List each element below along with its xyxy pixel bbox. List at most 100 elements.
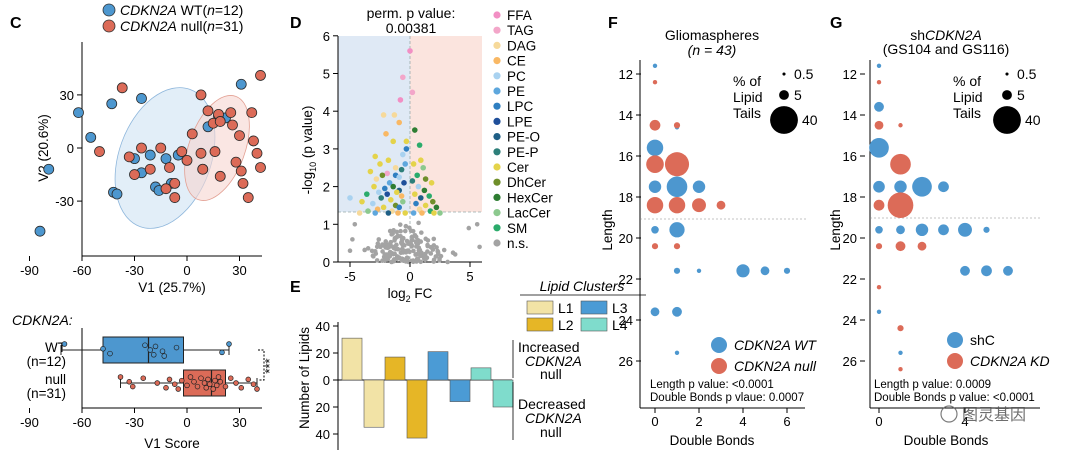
lipid-point xyxy=(407,48,413,54)
ns-lipid-point xyxy=(400,242,406,248)
panel-c-letter: C xyxy=(10,15,22,32)
ns-lipid-point xyxy=(376,237,382,242)
panel-f-subtitle: (n = 43) xyxy=(688,42,737,58)
x-tick-label: 5 xyxy=(466,269,473,284)
lipid-point xyxy=(396,119,403,126)
y-tick-label: 40 xyxy=(316,427,330,442)
lipid-class-legend: FFATAGDAGCEPCPELPCLPEPE-OPE-PCerDhCerHex… xyxy=(493,8,553,251)
null-sample-point xyxy=(181,154,193,166)
wt-sample-point xyxy=(34,225,46,237)
lipid-point xyxy=(367,168,374,175)
wt-bubble xyxy=(876,309,882,314)
ns-lipid-point xyxy=(369,248,375,254)
null-score-dot xyxy=(172,381,178,387)
panel-d-title: perm. p value: xyxy=(367,5,456,21)
panel-f-x-label: Double Bonds xyxy=(670,433,755,448)
wt-bubble xyxy=(669,222,685,238)
null-bubble xyxy=(646,196,664,214)
ns-lipid-point xyxy=(431,236,437,242)
null-sample-point xyxy=(169,177,181,189)
lipid-point xyxy=(364,191,370,197)
wt-sample-point xyxy=(73,107,84,118)
watermark-text: 图灵基因 xyxy=(962,406,1026,424)
legend-marker xyxy=(493,72,501,80)
null-bubble xyxy=(874,120,884,130)
lipid-point xyxy=(428,180,435,186)
panel-g: G shCDKN2A (GS104 and GS116) Length Doub… xyxy=(828,15,1050,448)
null-score-dot xyxy=(198,375,204,381)
null-bubble xyxy=(887,192,914,219)
y-tick-label: 18 xyxy=(619,190,633,205)
null-sample-point xyxy=(255,162,266,173)
null-sample-point xyxy=(248,135,259,147)
lipid-point xyxy=(371,183,377,190)
box-x-tick-label: -90 xyxy=(20,415,39,430)
watermark-icon xyxy=(940,405,958,423)
size-legend-label: 5 xyxy=(1017,87,1025,103)
wt-score-dot xyxy=(142,342,148,348)
wt-score-dot xyxy=(159,348,166,354)
wt-bubble xyxy=(898,350,903,355)
ns-lipid-point xyxy=(403,223,409,229)
x-tick-label: 4 xyxy=(961,414,968,429)
ns-lipid-point xyxy=(414,252,419,257)
null-sample-point xyxy=(242,192,254,203)
legend-null-marker xyxy=(102,19,116,33)
wt-score-dot xyxy=(161,353,168,359)
legend-marker xyxy=(493,41,501,50)
null-score-dot xyxy=(201,380,208,386)
ns-lipid-point xyxy=(393,235,398,241)
lipid-point xyxy=(395,210,401,216)
wt-bubble xyxy=(783,267,791,274)
null-score-dot xyxy=(194,383,201,390)
legend-wt-label: CDKN2A WT(n=12) xyxy=(120,2,243,18)
lipid-point xyxy=(390,183,397,190)
null-bubble xyxy=(876,285,882,290)
panel-d-letter: D xyxy=(290,15,302,32)
lipid-point xyxy=(437,210,443,216)
lipid-point xyxy=(426,193,433,199)
lipid-point xyxy=(422,176,429,182)
lipid-point xyxy=(418,195,424,201)
x-tick-label: -90 xyxy=(20,263,39,278)
null-score-dot xyxy=(117,374,124,380)
wt-bubble xyxy=(674,350,680,355)
null-sample-point xyxy=(176,146,188,157)
wt-sample-point xyxy=(106,98,118,110)
y-tick-label: 40 xyxy=(316,319,330,334)
panel-f-y-label: Length xyxy=(600,209,615,250)
y-tick-label: 3 xyxy=(323,142,330,157)
panel-f-legend-null-marker xyxy=(711,358,727,374)
ns-lipid-point xyxy=(431,259,437,264)
null-sample-point xyxy=(136,142,147,154)
ns-lipid-point xyxy=(430,247,436,252)
y-tick-label: 0 xyxy=(67,141,74,156)
x-tick-label: -30 xyxy=(125,263,144,278)
null-bubble xyxy=(890,153,911,175)
lipid-point xyxy=(416,142,423,148)
x-tick-label: -60 xyxy=(73,263,92,278)
null-bubble xyxy=(917,241,927,251)
lipid-point xyxy=(356,210,363,216)
null-score-dot xyxy=(238,385,245,391)
legend-marker xyxy=(493,11,501,19)
wt-bubble xyxy=(869,137,889,158)
null-score-dot xyxy=(233,380,239,386)
null-sample-point xyxy=(164,162,175,173)
legend-label-L3: L3 xyxy=(612,300,628,316)
legend-marker xyxy=(493,117,501,125)
panel-f-stat-length: Length p value: <0.0001 xyxy=(650,379,774,391)
lipid-point xyxy=(419,210,425,216)
null-score-dot xyxy=(203,385,210,391)
lipid-point xyxy=(420,164,427,171)
panel-c-x-ticks: -90 -60 -30 0 30 xyxy=(20,256,247,278)
null-score-dot xyxy=(254,386,260,392)
box-x-tick-label: 0 xyxy=(183,415,190,430)
null-sample-point xyxy=(227,119,238,131)
wt-bubble xyxy=(736,264,750,278)
decreased-bar-L4 xyxy=(492,379,514,408)
significance-stars: *** xyxy=(262,358,277,373)
lipid-point xyxy=(400,151,406,158)
ns-lipid-point xyxy=(362,247,367,253)
lipid-point xyxy=(376,189,382,196)
